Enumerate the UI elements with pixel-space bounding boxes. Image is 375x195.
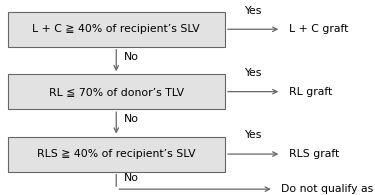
Text: Yes: Yes <box>244 6 262 16</box>
Text: No: No <box>124 51 139 62</box>
Text: No: No <box>124 114 139 124</box>
Text: Do not qualify as donor: Do not qualify as donor <box>281 184 375 194</box>
Text: RL ≦ 70% of donor’s TLV: RL ≦ 70% of donor’s TLV <box>49 87 184 97</box>
FancyBboxPatch shape <box>8 12 225 47</box>
Text: L + C graft: L + C graft <box>289 24 348 34</box>
Text: RL graft: RL graft <box>289 87 332 97</box>
FancyBboxPatch shape <box>8 74 225 109</box>
Text: L + C ≧ 40% of recipient’s SLV: L + C ≧ 40% of recipient’s SLV <box>32 24 200 34</box>
Text: Yes: Yes <box>244 130 262 140</box>
Text: RLS ≧ 40% of recipient’s SLV: RLS ≧ 40% of recipient’s SLV <box>37 149 196 159</box>
Text: No: No <box>124 173 139 183</box>
Text: RLS graft: RLS graft <box>289 149 339 159</box>
Text: Yes: Yes <box>244 68 262 78</box>
FancyBboxPatch shape <box>8 136 225 172</box>
